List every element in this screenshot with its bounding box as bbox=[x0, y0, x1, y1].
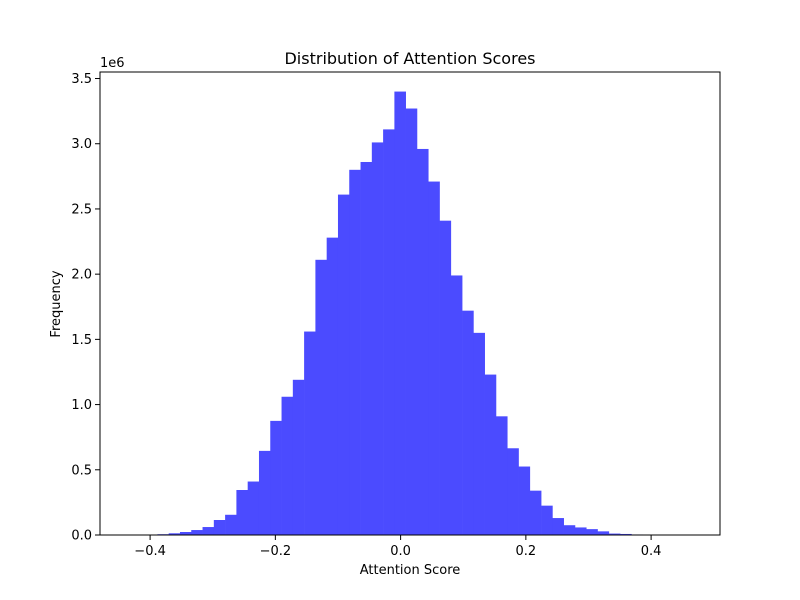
x-tick-label: −0.4 bbox=[134, 544, 166, 559]
histogram-bar bbox=[225, 514, 237, 535]
histogram-bar bbox=[563, 525, 576, 535]
histogram-bar bbox=[337, 194, 350, 535]
y-tick-label: 1.0 bbox=[71, 398, 92, 413]
plot-area-frame bbox=[99, 71, 721, 536]
y-axis-ticks: 0.0 0.5 1.0 1.5 2.0 2.5 3.0 3.5 bbox=[71, 72, 100, 544]
y-tick-label: 3.0 bbox=[71, 137, 92, 152]
histogram-bar bbox=[620, 533, 632, 535]
y-tick-label: 0.5 bbox=[71, 463, 92, 478]
histogram-bar bbox=[529, 490, 542, 535]
chart-title: Distribution of Attention Scores bbox=[284, 49, 535, 68]
histogram-bar bbox=[394, 91, 406, 535]
histogram-bar bbox=[439, 220, 452, 535]
histogram-bar bbox=[484, 374, 497, 535]
histogram-bar bbox=[371, 142, 384, 535]
histogram-bar bbox=[507, 448, 519, 535]
x-tick-label: 0.0 bbox=[390, 544, 411, 559]
histogram-bar bbox=[292, 379, 305, 535]
histogram-bar bbox=[247, 481, 260, 535]
histogram-bar bbox=[202, 527, 215, 535]
histogram-bar bbox=[405, 108, 418, 536]
histogram-bar bbox=[597, 531, 610, 535]
histogram-bar bbox=[315, 259, 327, 535]
histogram-bar bbox=[462, 310, 474, 535]
histogram-bar bbox=[428, 181, 440, 536]
histogram-bar bbox=[552, 518, 564, 535]
y-tick-label: 3.5 bbox=[71, 72, 92, 87]
histogram-bar bbox=[518, 466, 531, 535]
histogram-bar bbox=[270, 420, 282, 535]
y-axis-label: Frequency bbox=[49, 270, 64, 337]
x-tick-label: −0.2 bbox=[260, 544, 292, 559]
histogram-bar bbox=[586, 529, 598, 535]
y-tick-label: 0.0 bbox=[71, 529, 92, 544]
histogram-bar bbox=[258, 450, 271, 535]
histogram-bar bbox=[191, 530, 203, 535]
histogram-bar bbox=[416, 148, 429, 535]
histogram-bar bbox=[179, 532, 192, 535]
x-tick-label: 0.4 bbox=[641, 544, 662, 559]
histogram-bar bbox=[304, 331, 316, 535]
x-axis-label: Attention Score bbox=[360, 563, 461, 578]
histogram-bar bbox=[213, 520, 226, 535]
histogram-bar bbox=[450, 275, 463, 535]
histogram-bar bbox=[281, 396, 294, 535]
y-axis-offset-label: 1e6 bbox=[100, 56, 125, 71]
histogram-bar bbox=[236, 490, 248, 535]
histogram-bar bbox=[360, 161, 373, 536]
y-tick-label: 2.0 bbox=[71, 268, 92, 283]
histogram-bar bbox=[383, 129, 395, 535]
histogram-bar bbox=[495, 416, 508, 535]
y-tick-label: 1.5 bbox=[71, 333, 92, 348]
histogram-bar bbox=[349, 169, 361, 535]
histogram-bar bbox=[168, 533, 181, 535]
y-tick-label: 2.5 bbox=[71, 202, 92, 217]
x-tick-label: 0.2 bbox=[516, 544, 537, 559]
histogram-bar bbox=[541, 505, 553, 535]
histogram-bar bbox=[608, 533, 621, 535]
histogram-bar bbox=[574, 527, 587, 535]
histogram-bars bbox=[123, 91, 666, 536]
histogram-bar bbox=[326, 237, 339, 535]
histogram-bar bbox=[473, 332, 485, 535]
x-axis-ticks: −0.4 −0.2 0.0 0.2 0.4 bbox=[134, 535, 661, 559]
